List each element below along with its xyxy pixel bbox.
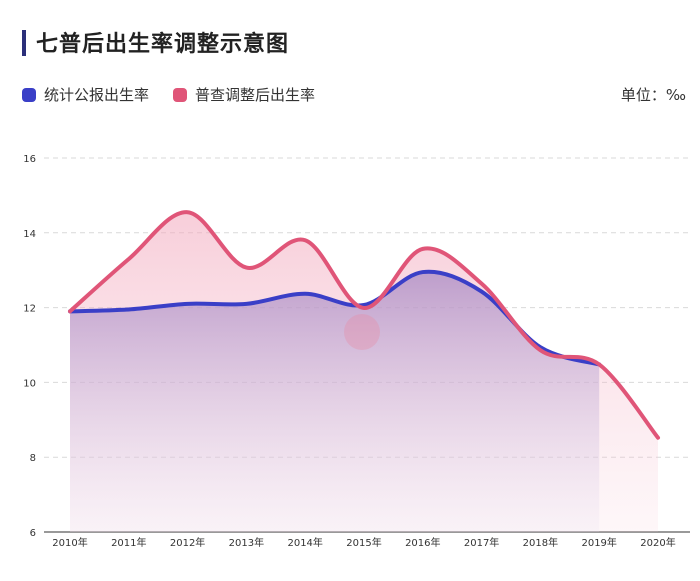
legend-swatch-adjusted bbox=[173, 87, 188, 102]
official-area bbox=[70, 271, 600, 532]
chart-title: 七普后出生率调整示意图 bbox=[36, 32, 290, 57]
x-tick-label: 2010年 bbox=[52, 536, 87, 549]
y-tick-label: 14 bbox=[23, 229, 36, 240]
x-tick-label: 2020年 bbox=[640, 536, 675, 549]
x-tick-label: 2012年 bbox=[170, 536, 205, 549]
x-tick-label: 2013年 bbox=[229, 536, 264, 549]
legend-item-adjusted: 普查调整后出生率 bbox=[173, 84, 315, 105]
x-tick-label: 2014年 bbox=[287, 536, 322, 549]
legend-label-official: 统计公报出生率 bbox=[44, 86, 150, 104]
x-tick-label: 2018年 bbox=[523, 536, 558, 549]
x-tick-label: 2015年 bbox=[346, 536, 381, 549]
legend: 统计公报出生率 普查调整后出生率 bbox=[22, 84, 339, 105]
adjusted-series-line bbox=[68, 210, 660, 440]
y-tick-label: 6 bbox=[30, 528, 36, 539]
legend-item-official: 统计公报出生率 bbox=[22, 84, 149, 105]
unit-label: 单位：‰ bbox=[620, 86, 686, 104]
legend-swatch-official bbox=[22, 87, 36, 102]
y-tick-label: 10 bbox=[23, 378, 36, 389]
title-accent-bar bbox=[22, 30, 26, 56]
x-tick-label: 2011年 bbox=[111, 536, 146, 549]
x-tick-label: 2016年 bbox=[405, 536, 440, 549]
y-tick-label: 8 bbox=[30, 453, 36, 464]
watermark-logo bbox=[344, 314, 380, 350]
x-tick-label: 2019年 bbox=[581, 536, 616, 549]
x-tick-label: 2017年 bbox=[464, 536, 499, 549]
legend-label-adjusted: 普查调整后出生率 bbox=[195, 86, 316, 104]
y-tick-label: 16 bbox=[23, 154, 36, 165]
y-tick-label: 12 bbox=[23, 304, 36, 315]
